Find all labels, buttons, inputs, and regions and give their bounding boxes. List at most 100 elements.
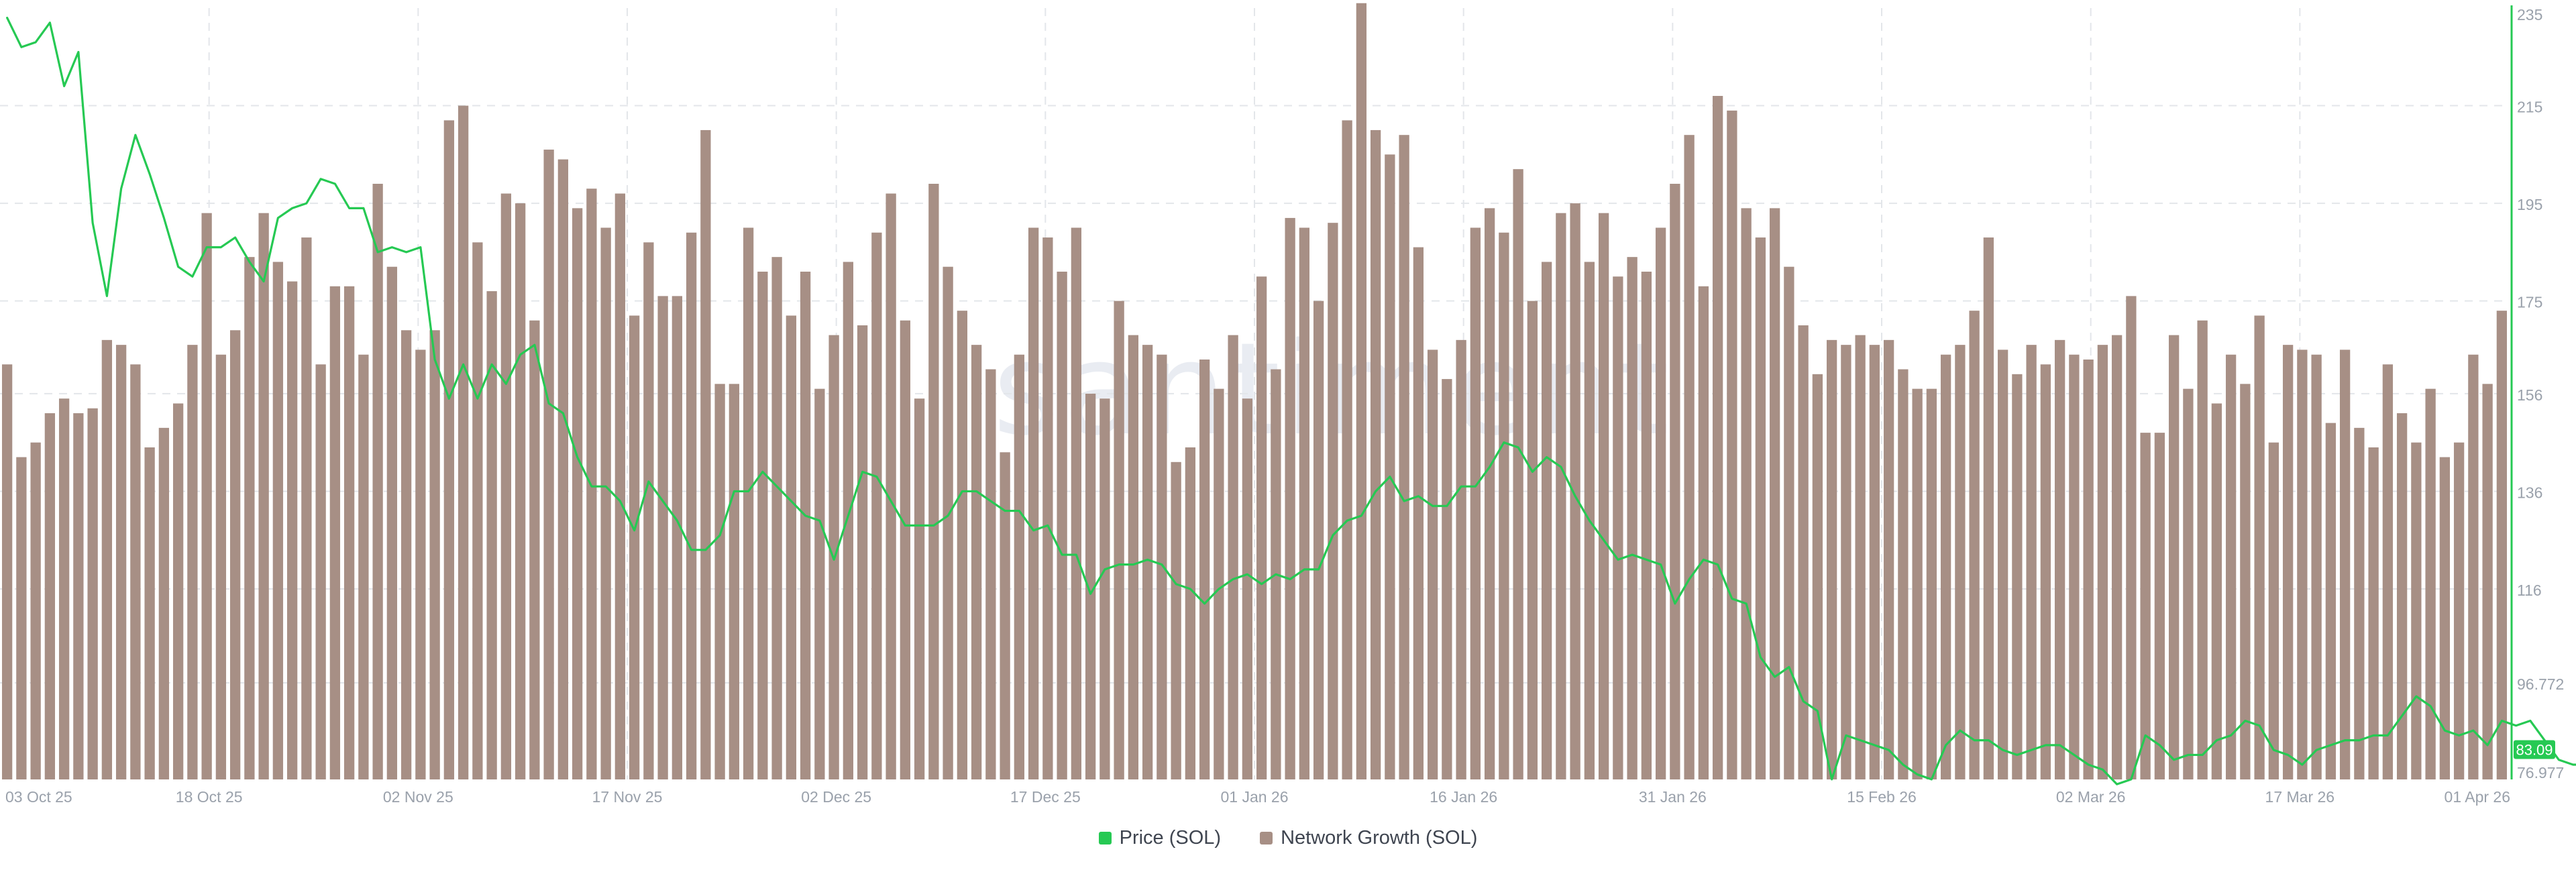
network-growth-bar <box>543 150 554 780</box>
network-growth-bar <box>1855 335 1866 780</box>
network-growth-bar <box>2040 364 2051 779</box>
price-tick-label: 235 <box>2517 6 2542 23</box>
network-growth-bar <box>2026 345 2037 779</box>
network-growth-bar <box>486 291 497 780</box>
network-growth-bar <box>1228 335 1238 780</box>
network-growth-bar <box>700 129 711 779</box>
price-tick-label: 116 <box>2517 582 2542 599</box>
network-growth-bar <box>800 271 811 780</box>
x-tick-label: 17 Mar 26 <box>2265 788 2335 806</box>
network-growth-bar <box>572 208 583 779</box>
network-growth-bar <box>1997 349 2008 779</box>
network-growth-bar <box>158 427 170 779</box>
price-tick-label: 96.772 <box>2517 675 2564 693</box>
network-growth-bar <box>2439 457 2451 779</box>
network-growth-bar <box>786 315 797 780</box>
network-growth-bar <box>1727 110 1737 779</box>
network-growth-bar <box>144 447 155 779</box>
network-growth-bar <box>73 413 84 779</box>
network-growth-bar <box>415 349 426 779</box>
network-growth-bar <box>1484 208 1495 779</box>
network-growth-bar <box>500 193 512 779</box>
current-price-badge <box>2514 740 2555 759</box>
network-growth-bar <box>1470 227 1481 780</box>
price-line-path <box>6 16 2576 785</box>
network-growth-bar <box>928 183 939 779</box>
network-growth-bar <box>358 354 369 779</box>
x-tick-label: 17 Nov 25 <box>592 788 663 806</box>
network-growth-bar <box>1256 276 1267 779</box>
network-growth-bar <box>1556 213 1566 779</box>
network-growth-bar <box>1399 135 1409 779</box>
network-growth-bar <box>386 266 398 779</box>
network-growth-bar <box>2126 296 2137 779</box>
x-tick-label: 02 Nov 25 <box>383 788 453 806</box>
network-growth-bar <box>771 257 782 779</box>
network-growth-bar <box>2225 354 2237 779</box>
price-tick-label: 195 <box>2517 196 2542 213</box>
price-tick-label: 136 <box>2517 484 2542 501</box>
x-tick-label: 01 Jan 26 <box>1220 788 1288 806</box>
network-growth-bar <box>1427 349 1438 779</box>
network-growth-bar <box>1641 271 1652 780</box>
network-growth-bar <box>1356 3 1367 780</box>
x-tick-label: 01 Apr 26 <box>2445 788 2510 806</box>
network-growth-bar <box>1328 223 1338 780</box>
network-growth-bar <box>600 227 611 780</box>
network-growth-bar <box>1313 301 1324 779</box>
network-growth-bar <box>1983 237 1994 779</box>
network-growth-bar <box>286 281 298 779</box>
network-growth-bar <box>1299 227 1310 780</box>
legend-item-network-growth[interactable]: Network Growth (SOL) <box>1260 827 1477 849</box>
network-growth-bar <box>1513 169 1523 779</box>
network-growth-bar <box>2111 335 2123 780</box>
legend-swatch-network-growth <box>1260 832 1273 844</box>
network-growth-bar <box>914 398 925 779</box>
network-growth-bar <box>2482 384 2493 779</box>
legend-item-price[interactable]: Price (SOL) <box>1098 827 1221 849</box>
network-growth-bars <box>1 3 2508 780</box>
network-growth-bar <box>1898 369 1909 779</box>
network-growth-bar <box>1812 374 1823 779</box>
network-growth-bar <box>87 408 98 779</box>
network-growth-bar <box>843 262 854 779</box>
network-growth-bar <box>329 286 341 779</box>
network-growth-bar <box>1 364 13 779</box>
legend-swatch-price <box>1098 832 1112 844</box>
x-tick-label: 02 Mar 26 <box>2056 788 2126 806</box>
network-growth-bar <box>885 193 896 779</box>
network-growth-bar <box>1028 227 1039 780</box>
axes: 235 215 195 175 156 136 116 96.772 76.977 03 Oct … <box>5 5 2564 806</box>
network-growth-bar <box>187 345 198 779</box>
network-growth-bar <box>2468 354 2479 779</box>
network-growth-bar <box>1784 266 1794 779</box>
network-growth-bar <box>1071 227 1082 780</box>
network-growth-bar <box>643 242 654 779</box>
network-growth-bar <box>1157 354 1167 779</box>
network-growth-bar <box>1214 388 1224 779</box>
network-growth-bar <box>857 325 868 779</box>
network-growth-bar <box>1955 345 1966 779</box>
network-growth-bar <box>1712 95 1723 780</box>
network-growth-bar <box>1527 301 1538 779</box>
network-growth-bar <box>871 232 882 779</box>
network-growth-bar <box>1655 227 1666 780</box>
network-growth-bar <box>2140 433 2151 779</box>
price-tick-label: 76.977 <box>2517 764 2564 781</box>
network-growth-bar <box>429 330 440 779</box>
network-growth-bar <box>372 183 383 779</box>
network-growth-bar <box>1042 237 1053 779</box>
network-growth-bar <box>244 257 255 779</box>
network-growth-bar <box>1085 393 1096 779</box>
x-tick-label: 31 Jan 26 <box>1639 788 1707 806</box>
network-growth-bar <box>1883 339 1894 779</box>
network-growth-bar <box>2311 354 2322 779</box>
network-growth-bar <box>1099 398 1110 779</box>
network-growth-bar <box>686 232 697 779</box>
legend: Price (SOL) Network Growth (SOL) <box>0 827 2576 849</box>
price-tick-label: 175 <box>2517 294 2542 311</box>
network-growth-bar <box>957 311 968 779</box>
network-growth-bar <box>2496 311 2508 779</box>
